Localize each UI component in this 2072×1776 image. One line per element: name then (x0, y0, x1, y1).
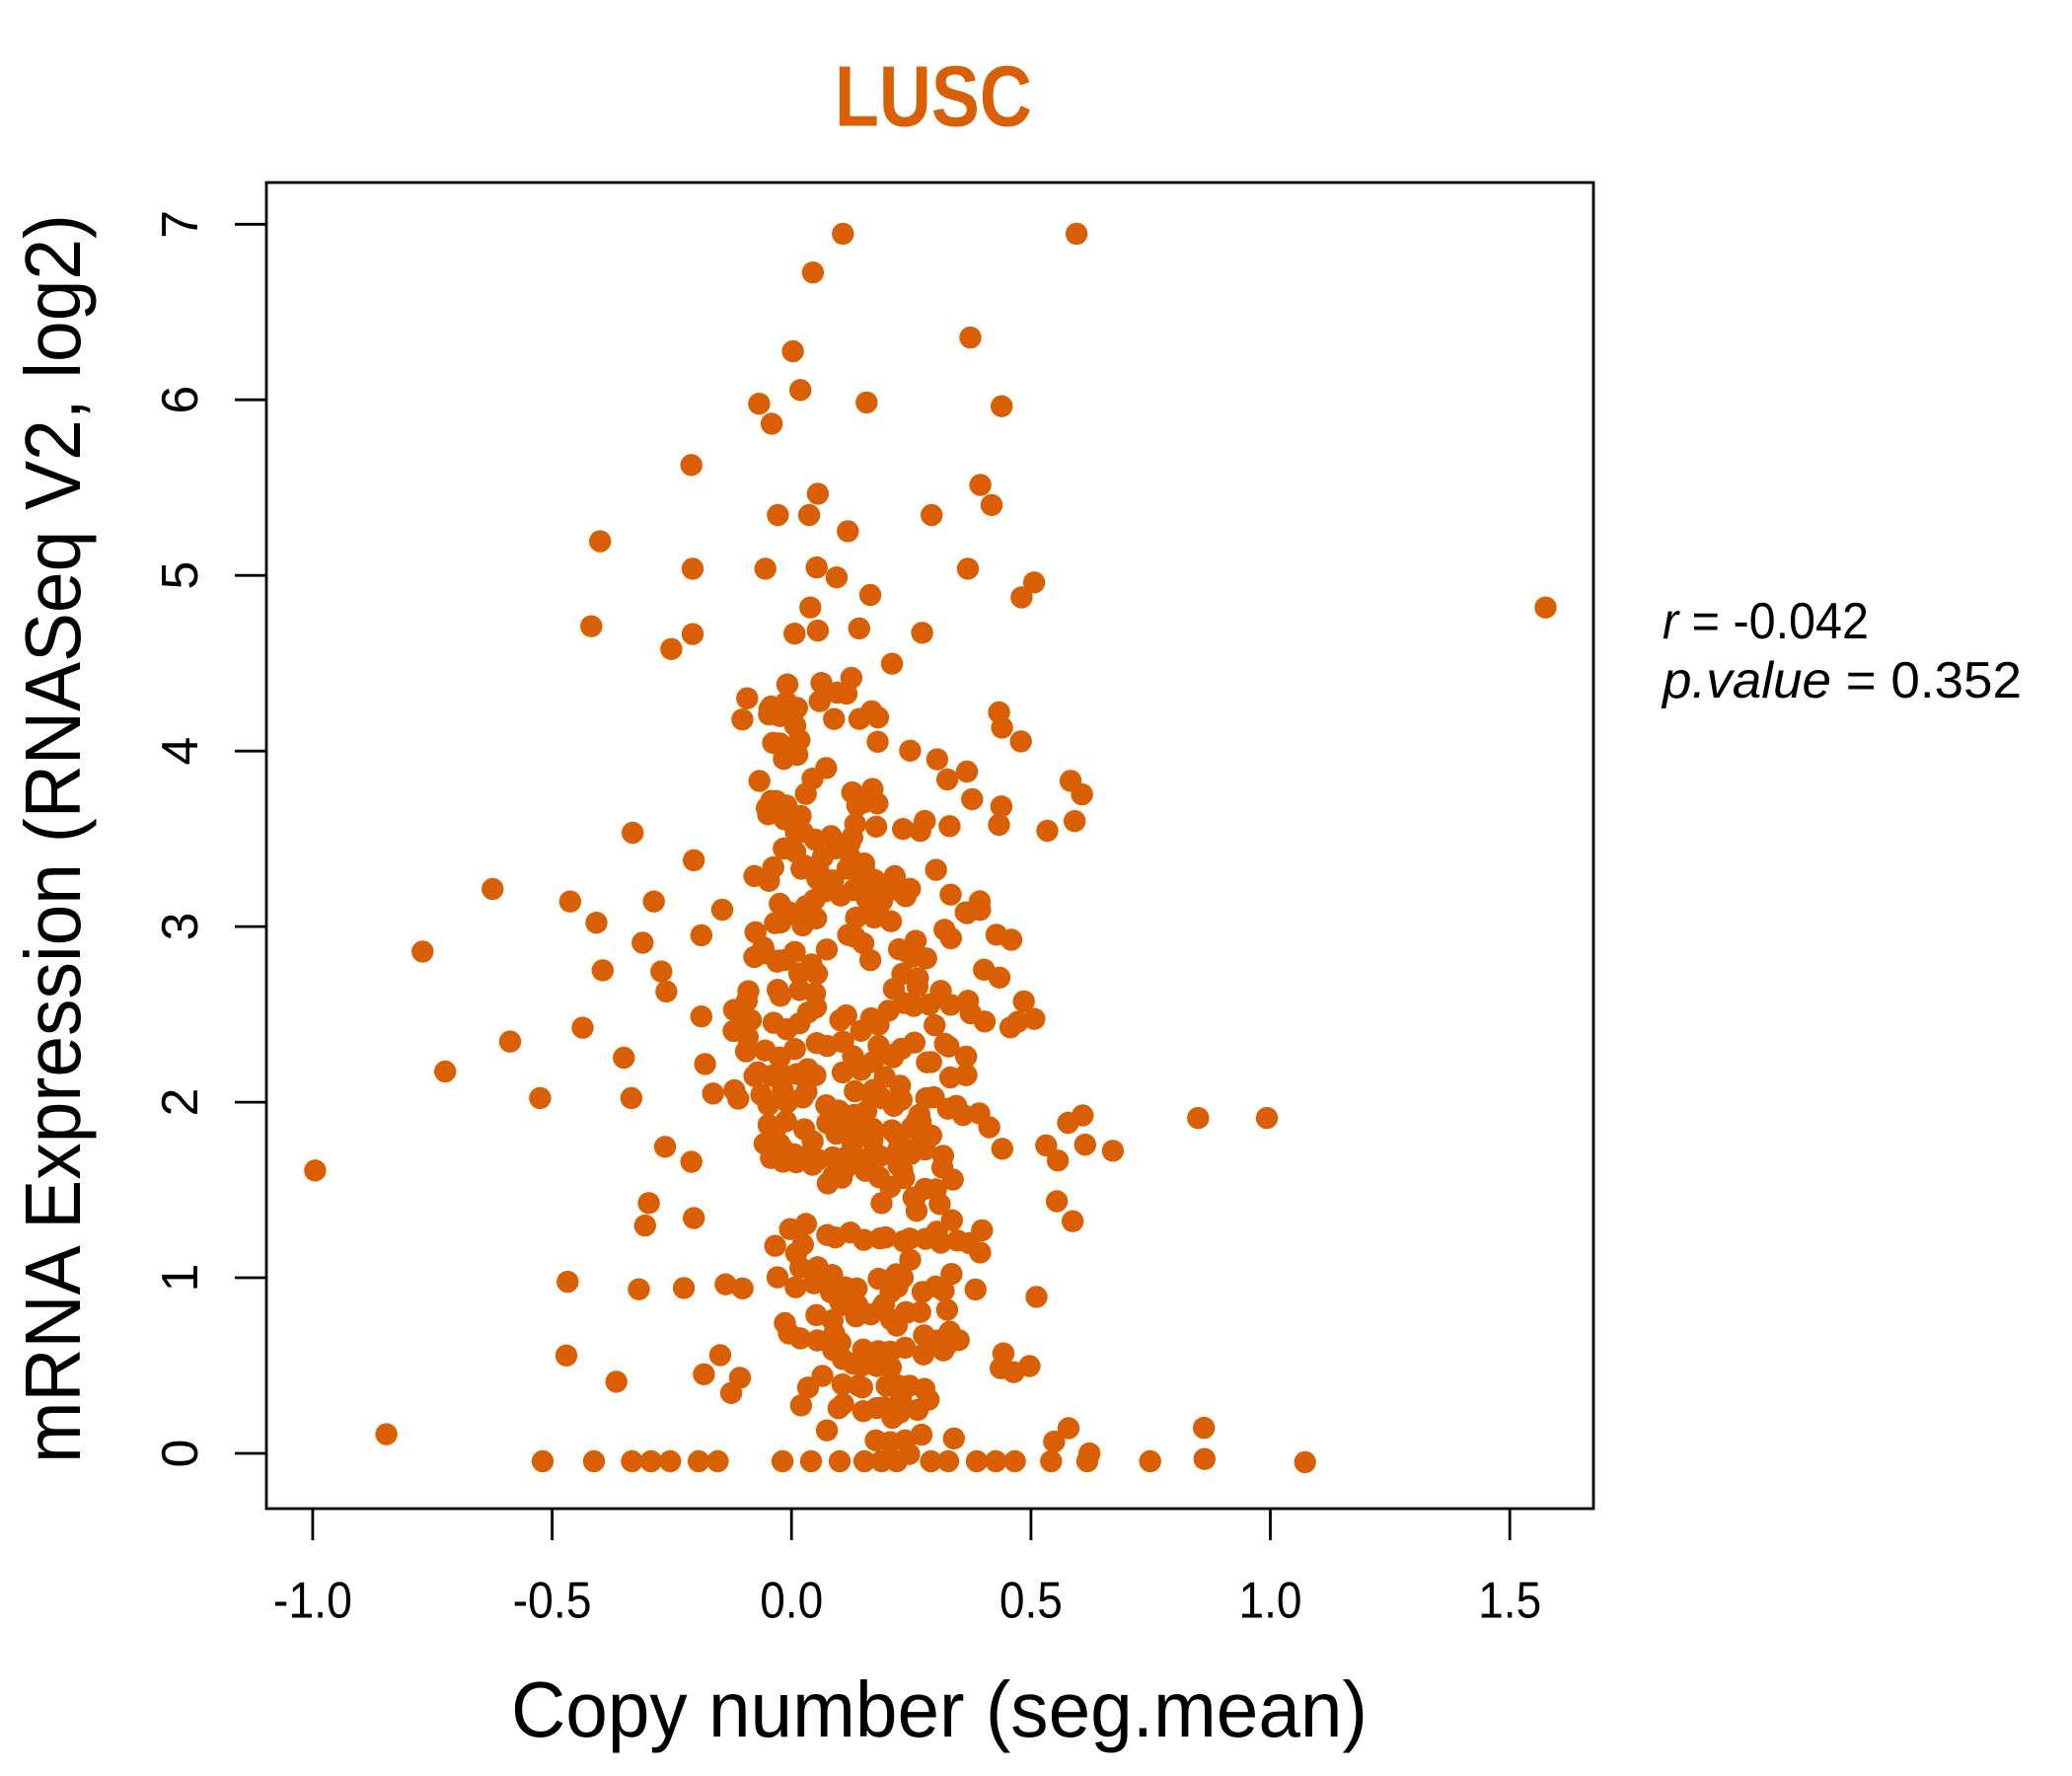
svg-text:-0.5: -0.5 (513, 1573, 592, 1630)
svg-text:5: 5 (152, 561, 209, 590)
svg-text:-1.0: -1.0 (273, 1573, 352, 1630)
svg-text:1: 1 (152, 1264, 209, 1293)
svg-text:p.value = 0.352: p.value = 0.352 (1661, 652, 2022, 709)
svg-text:3: 3 (152, 913, 209, 941)
svg-text:0.0: 0.0 (760, 1573, 823, 1630)
svg-text:4: 4 (152, 737, 209, 766)
svg-text:r = -0.042: r = -0.042 (1663, 593, 1869, 650)
svg-text:2: 2 (152, 1088, 209, 1117)
svg-text:7: 7 (152, 210, 209, 239)
svg-text:1.5: 1.5 (1478, 1573, 1541, 1630)
svg-text:0: 0 (152, 1440, 209, 1468)
svg-text:LUSC: LUSC (835, 49, 1032, 145)
svg-text:Copy number (seg.mean): Copy number (seg.mean) (511, 1665, 1368, 1753)
svg-text:mRNA Expression (RNASeq V2, lo: mRNA Expression (RNASeq V2, log2) (9, 214, 97, 1463)
svg-text:1.0: 1.0 (1239, 1573, 1302, 1630)
svg-text:0.5: 0.5 (999, 1573, 1063, 1630)
svg-text:6: 6 (152, 386, 209, 414)
